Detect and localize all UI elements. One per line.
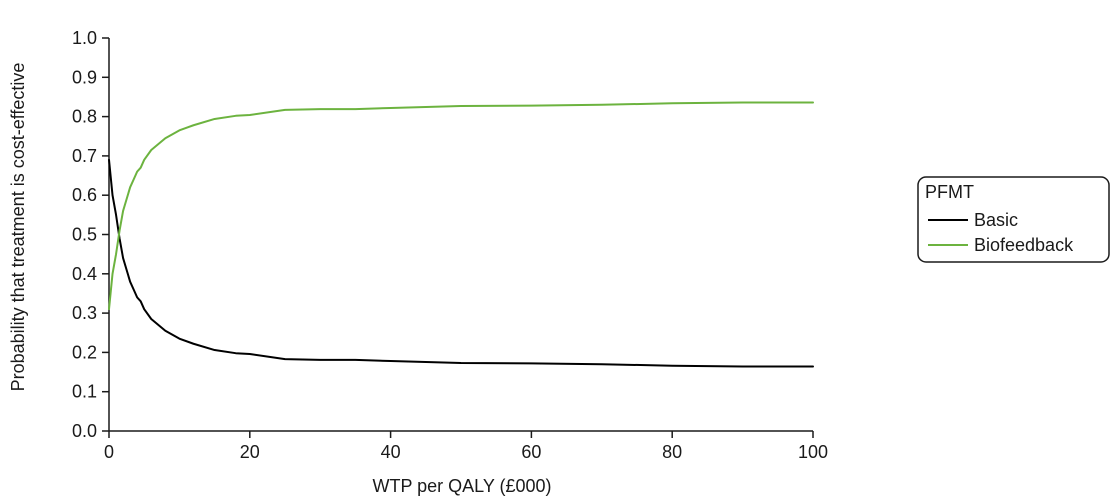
y-tick-label: 0.8 [72, 107, 97, 127]
x-tick-label: 40 [381, 442, 401, 462]
x-axis: 0 20 40 60 80 100 [104, 430, 828, 462]
y-tick-label: 0.0 [72, 421, 97, 441]
y-axis: 0.0 0.1 0.2 0.3 0.4 0.5 0.6 0.7 0.8 0.9 1.0 [72, 28, 110, 441]
series-line-biofeedback [108, 101, 814, 311]
legend-box [917, 176, 1110, 263]
y-tick-label: 0.9 [72, 67, 97, 87]
y-tick-label: 0.3 [72, 303, 97, 323]
x-tick-label: 100 [798, 442, 828, 462]
x-tick-label: 20 [240, 442, 260, 462]
y-tick-label: 0.7 [72, 146, 97, 166]
y-tick-label: 0.1 [72, 382, 97, 402]
legend-label-biofeedback: Biofeedback [974, 235, 1074, 255]
plot-lines [108, 101, 814, 368]
y-tick-label: 1.0 [72, 28, 97, 48]
y-axis-title: Probability that treatment is cost-effec… [8, 63, 28, 392]
y-tick-label: 0.4 [72, 264, 97, 284]
x-tick-label: 80 [662, 442, 682, 462]
x-tick-label: 0 [104, 442, 114, 462]
legend: PFMT Basic Biofeedback [917, 176, 1110, 263]
y-tick-label: 0.6 [72, 185, 97, 205]
x-axis-title: WTP per QALY (£000) [372, 476, 551, 496]
y-tick-label: 0.2 [72, 342, 97, 362]
x-tick-label: 60 [521, 442, 541, 462]
legend-title: PFMT [925, 182, 974, 202]
series-line-basic [108, 158, 814, 368]
legend-label-basic: Basic [974, 210, 1018, 230]
y-tick-label: 0.5 [72, 225, 97, 245]
